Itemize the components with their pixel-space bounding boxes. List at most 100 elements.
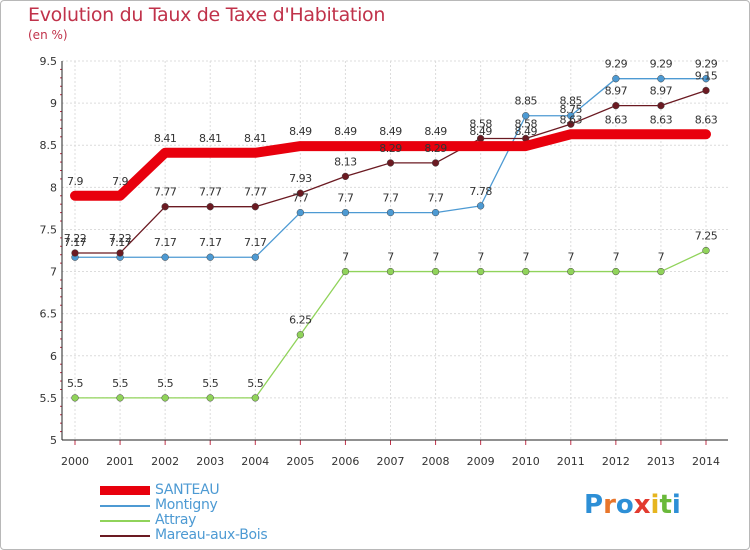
legend-label-mareau: Mareau-aux-Bois [155,527,268,543]
data-label-mareau-aux-bois: 7.77 [199,186,222,199]
data-point-mareau-aux-bois [657,101,665,110]
data-label-montigny: 9.29 [695,58,718,71]
data-label-montigny: 7.7 [292,192,308,205]
legend-swatch-mareau [100,535,150,537]
x-tick-label: 2007 [377,455,405,468]
data-label-santeau: 8.41 [154,132,177,145]
data-point-mareau-aux-bois [296,189,305,197]
chart-unit: (en %) [28,28,68,42]
data-label-mareau-aux-bois: 7.22 [109,232,132,245]
data-label-mareau-aux-bois: 7.22 [64,232,87,245]
data-label-montigny: 7.17 [199,236,222,249]
data-point-mareau-aux-bois [612,101,620,110]
data-point-mareau-aux-bois [71,249,79,257]
data-label-santeau: 8.63 [650,113,673,126]
x-tick-label: 2004 [241,455,269,468]
x-tick-label: 2009 [467,455,495,468]
data-label-santeau: 8.63 [560,113,583,126]
data-point-attray [341,267,350,276]
data-label-attray: 5.5 [112,377,128,390]
y-tick-label: 8.5 [40,139,58,152]
data-point-montigny [612,75,620,83]
proxiti-logo: Proxiti [584,490,681,520]
data-label-attray: 6.25 [289,314,312,327]
x-tick-label: 2010 [512,455,540,468]
chart-title: Evolution du Taux de Taxe d'Habitation [28,4,386,26]
data-label-attray: 7 [387,251,394,264]
data-point-montigny [251,253,259,261]
data-label-montigny: 7.17 [244,236,267,249]
data-point-attray [251,394,259,402]
data-label-attray: 5.5 [247,377,263,390]
data-label-mareau-aux-bois: 8.13 [334,155,357,168]
data-label-attray: 7.25 [695,230,718,243]
data-point-mareau-aux-bois [251,203,259,211]
data-label-santeau: 8.49 [514,125,537,138]
data-point-montigny [522,112,530,120]
data-label-mareau-aux-bois: 8.58 [469,117,492,130]
x-tick-label: 2014 [692,455,720,468]
data-label-santeau: 8.49 [334,125,357,138]
data-label-montigny: 8.85 [560,95,583,108]
data-point-attray [612,267,620,276]
data-point-mareau-aux-bois [161,203,169,211]
data-point-mareau-aux-bois [341,172,350,181]
legend-label-santeau: SANTEAU [155,482,220,498]
data-label-montigny: 7.7 [337,192,353,205]
data-point-montigny [431,208,440,217]
x-tick-label: 2012 [602,455,630,468]
x-tick-label: 2005 [286,455,314,468]
plot-area [62,61,728,440]
y-tick-label: 6.5 [40,308,58,321]
data-point-attray [657,267,665,276]
data-label-attray: 5.5 [202,377,218,390]
data-label-santeau: 8.49 [379,125,402,138]
data-label-santeau: 8.63 [695,113,718,126]
data-label-santeau: 7.9 [112,175,128,188]
data-label-mareau-aux-bois: 8.97 [650,85,673,98]
data-label-mareau-aux-bois: 8.97 [605,85,628,98]
data-point-attray [296,331,305,339]
x-tick-label: 2011 [557,455,585,468]
data-label-mareau-aux-bois: 8.29 [424,142,447,155]
y-tick-label: 8 [50,181,57,194]
data-point-mareau-aux-bois [206,203,214,211]
legend-swatch-attray [100,520,150,522]
data-point-attray [116,394,124,402]
data-label-santeau: 8.41 [244,132,267,145]
data-point-montigny [702,75,710,83]
data-point-attray [431,267,440,276]
data-point-attray [161,394,169,402]
data-point-montigny [341,208,350,217]
data-label-attray: 5.5 [157,377,173,390]
y-tick-label: 9 [50,97,57,110]
data-label-mareau-aux-bois: 8.75 [560,103,583,116]
y-tick-label: 5 [50,434,57,447]
data-label-santeau: 8.49 [289,125,312,138]
legend-label-attray: Attray [155,512,197,528]
data-label-santeau: 7.9 [67,175,83,188]
x-tick-label: 2013 [647,455,675,468]
legend-swatch-santeau [100,486,150,495]
data-point-attray [386,267,395,276]
data-point-montigny [296,208,305,217]
legend-label-montigny: Montigny [155,497,218,513]
data-label-mareau-aux-bois: 7.77 [154,186,177,199]
data-label-montigny: 7.17 [109,236,132,249]
data-label-attray: 7 [477,251,484,264]
data-label-mareau-aux-bois: 7.77 [244,186,267,199]
data-point-attray [206,394,214,402]
data-label-montigny: 7.17 [64,236,87,249]
data-point-attray [567,267,575,276]
data-point-mareau-aux-bois [431,159,440,167]
data-point-attray [71,394,79,402]
data-label-attray: 7 [568,251,575,264]
data-label-montigny: 7.7 [428,192,444,205]
data-point-attray [702,246,710,255]
data-point-mareau-aux-bois [702,86,710,95]
data-label-montigny: 7.17 [154,236,177,249]
data-label-santeau: 8.41 [199,132,222,145]
x-tick-label: 2006 [331,455,359,468]
data-point-attray [476,267,485,276]
